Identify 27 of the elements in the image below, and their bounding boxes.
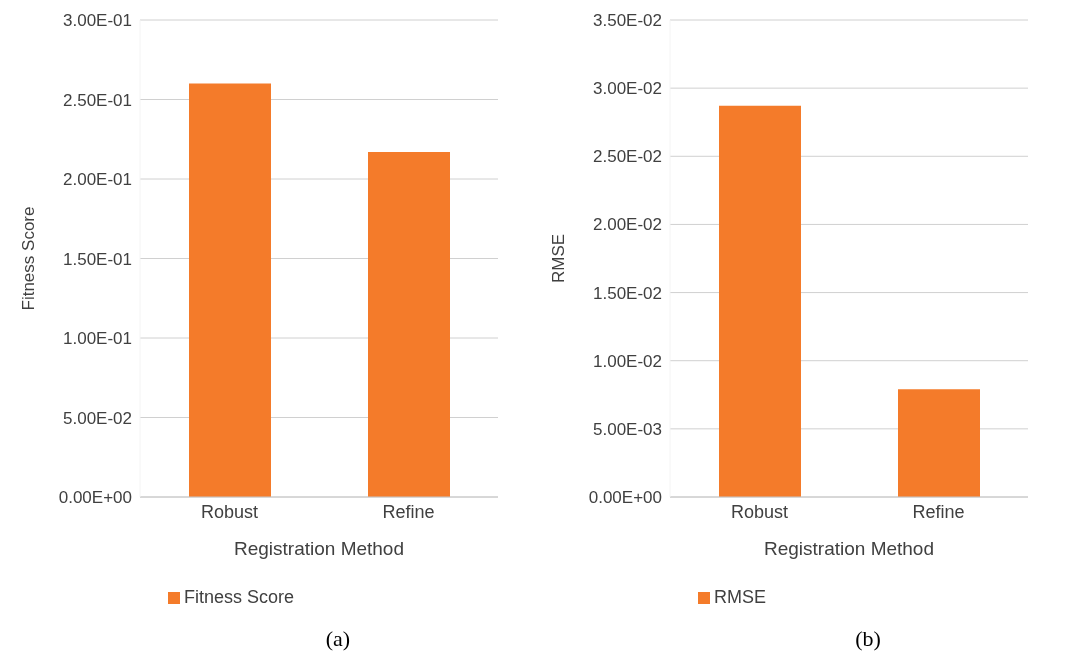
y-tick-label: 5.00E-02 <box>63 408 132 428</box>
text: (b) <box>854 626 882 652</box>
y-tick-label: 1.00E-01 <box>63 329 132 349</box>
y-tick-label: 2.50E-01 <box>63 90 132 110</box>
y-axis-title: RMSE <box>549 233 569 284</box>
y-tick-label: 3.50E-02 <box>593 11 662 31</box>
y-tick-label: 2.00E-01 <box>63 170 132 190</box>
x-axis-title: Registration Method <box>233 538 405 559</box>
y-tick-label: 1.50E-02 <box>593 283 662 303</box>
y-tick-label: 5.00E-03 <box>593 419 662 439</box>
y-tick-label: 1.50E-01 <box>63 249 132 269</box>
y-tick-label: 2.50E-02 <box>593 147 662 167</box>
y-tick-label: 0.00E+00 <box>588 488 662 508</box>
x-tick-label: Refine <box>382 501 435 522</box>
x-axis-title: Registration Method <box>763 538 935 559</box>
y-tick-label: 2.00E-02 <box>593 215 662 235</box>
y-tick-label: 1.00E-02 <box>593 351 662 371</box>
legend-label: RMSE <box>714 587 767 607</box>
x-tick-label: Robust <box>200 501 259 522</box>
y-tick-label: 3.00E-01 <box>63 11 132 31</box>
y-tick-label: 0.00E+00 <box>58 488 132 508</box>
text: (a) <box>324 626 352 652</box>
x-tick-label: Robust <box>730 501 789 522</box>
x-tick-label: Refine <box>912 501 965 522</box>
y-tick-label: 3.00E-02 <box>593 79 662 99</box>
y-axis-title: Fitness Score <box>19 206 39 311</box>
legend-label: Fitness Score <box>184 587 295 607</box>
